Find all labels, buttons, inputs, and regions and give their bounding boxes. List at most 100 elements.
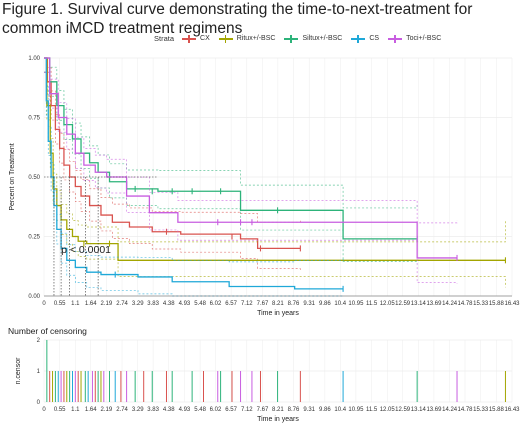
figure-title: Figure 1. Survival curve demonstrating t…: [2, 1, 473, 37]
censor-x-tick-label: 8.21: [272, 407, 284, 413]
censor-x-tick-label: 4.38: [163, 407, 175, 413]
km-x-tick-label: 15.33: [473, 301, 489, 307]
censor-x-tick-label: 15.88: [489, 407, 505, 413]
km-x-tick-label: 5.48: [194, 301, 206, 307]
legend-label-siltux: Siltux+/-BSC: [302, 35, 343, 42]
censor-x-axis-title: Time in years: [257, 416, 299, 423]
km-x-axis-title: Time in years: [257, 310, 299, 317]
km-x-tick-label: 12.05: [380, 301, 396, 307]
censor-x-tick-label: 0: [42, 407, 46, 413]
censor-y-tick-label: 1: [37, 369, 41, 375]
km-curve-toci-bsc: [44, 57, 458, 259]
km-x-tick-label: 8.21: [272, 301, 284, 307]
censor-x-tick-label: 15.33: [473, 407, 489, 413]
km-ci-upper-toci-bsc: [44, 57, 458, 224]
censor-y-tick-label: 2: [37, 338, 41, 344]
censor-x-tick-label: 4.93: [179, 407, 191, 413]
censor-x-tick-label: 9.86: [319, 407, 331, 413]
km-x-tick-label: 2.19: [101, 301, 113, 307]
legend-label-cs: CS: [369, 35, 380, 42]
censor-x-tick-label: 10.95: [348, 407, 364, 413]
km-panel: 0.00 0.25 0.50 0.75 1.00 0 0.55 1.1 1.64 2.19 2.74…: [9, 56, 520, 317]
censor-x-tick-label: 13.69: [426, 407, 442, 413]
legend: Strata CX Ritux+/-BSC Siltux+/-BSC CS To…: [154, 34, 450, 43]
km-x-tick-label: 14.24: [442, 301, 458, 307]
legend-item-siltux: Siltux+/-BSC: [284, 34, 343, 43]
legend-swatch-ritux: [218, 34, 233, 43]
censor-x-tick-label: 6.02: [210, 407, 222, 413]
km-curve-cs: [44, 57, 344, 290]
km-x-tick-label: 16.43: [504, 301, 520, 307]
km-y-tick-label: 0.50: [28, 175, 40, 181]
km-x-tick-label: 7.67: [257, 301, 269, 307]
km-x-tick-label: 6.02: [210, 301, 222, 307]
km-x-tick-label: 4.38: [163, 301, 175, 307]
legend-label-ritux: Ritux+/-BSC: [236, 35, 276, 42]
censor-x-tick-label: 3.29: [132, 407, 144, 413]
censor-x-tick-label: 7.12: [241, 407, 253, 413]
km-x-tick-label: 7.12: [241, 301, 253, 307]
km-y-tick-label: 0.00: [28, 294, 40, 300]
km-y-tick-label: 0.25: [28, 235, 40, 241]
km-x-tick-label: 0.55: [54, 301, 66, 307]
censor-x-tick-label: 10.4: [334, 407, 346, 413]
censor-x-tick-label: 12.05: [380, 407, 396, 413]
km-x-tick-label: 10.95: [348, 301, 364, 307]
legend-label-toci: Toci+/-BSC: [406, 35, 442, 42]
km-y-tick-label: 1.00: [28, 56, 40, 62]
censor-panel-title: Number of censoring: [8, 326, 87, 336]
km-x-tick-label: 9.31: [303, 301, 315, 307]
censor-x-tick-label: 14.78: [457, 407, 473, 413]
km-x-tick-label: 1.64: [85, 301, 97, 307]
km-x-tick-label: 15.88: [489, 301, 505, 307]
km-ci-lower-cx: [44, 71, 301, 270]
censor-x-tick-label: 2.19: [101, 407, 113, 413]
censor-panel: 0 1 2 0 0.55 1.1 1.64 2.19 2.74 3.29 3.83 4.38 4.93 5…: [15, 338, 520, 423]
km-x-tick-label: 0: [42, 301, 46, 307]
censor-x-tick-label: 11.5: [366, 407, 378, 413]
legend-swatch-toci: [388, 34, 403, 43]
censor-x-tick-label: 8.76: [288, 407, 300, 413]
km-x-tick-label: 14.78: [457, 301, 473, 307]
km-ci-lower-cs: [44, 71, 344, 297]
censor-x-tick-label: 1.1: [71, 407, 80, 413]
km-x-tick-label: 10.4: [334, 301, 346, 307]
legend-item-toci: Toci+/-BSC: [388, 34, 442, 43]
censor-x-tick-label: 3.83: [147, 407, 159, 413]
legend-item-cx: CX: [182, 34, 210, 43]
km-y-axis-title: Percent on Treatment: [9, 143, 16, 210]
km-x-tick-label: 9.86: [319, 301, 331, 307]
censor-x-tick-label: 9.31: [303, 407, 315, 413]
legend-item-ritux: Ritux+/-BSC: [218, 34, 276, 43]
km-x-tick-label: 4.93: [179, 301, 191, 307]
km-x-tick-label: 6.57: [225, 301, 237, 307]
censor-y-tick-label: 0: [37, 400, 41, 406]
legend-swatch-cs: [351, 34, 366, 43]
censor-x-tick-label: 16.43: [504, 407, 520, 413]
censor-x-tick-label: 6.57: [225, 407, 237, 413]
km-x-tick-label: 1.1: [71, 301, 80, 307]
km-y-tick-label: 0.75: [28, 116, 40, 122]
km-x-tick-label: 12.59: [395, 301, 411, 307]
km-p-value: p < 0.0001: [61, 244, 111, 256]
km-x-tick-label: 11.5: [366, 301, 378, 307]
km-x-tick-label: 13.69: [426, 301, 442, 307]
censor-x-tick-label: 13.14: [411, 407, 427, 413]
censor-x-tick-label: 1.64: [85, 407, 97, 413]
km-x-tick-label: 3.29: [132, 301, 144, 307]
legend-label-cx: CX: [200, 35, 210, 42]
km-ci-upper-ritux-bsc: [44, 57, 506, 243]
km-curve-ritux-bsc: [44, 57, 506, 261]
km-ci-lower-toci-bsc: [44, 71, 458, 284]
censor-x-tick-label: 7.67: [257, 407, 269, 413]
legend-item-cs: CS: [351, 34, 380, 43]
legend-swatch-cx: [182, 34, 197, 43]
km-x-tick-label: 3.83: [147, 301, 159, 307]
km-x-tick-label: 8.76: [288, 301, 300, 307]
censor-x-tick-label: 0.55: [54, 407, 66, 413]
km-x-tick-label: 13.14: [411, 301, 427, 307]
censor-x-tick-label: 14.24: [442, 407, 458, 413]
censor-x-tick-label: 2.74: [116, 407, 128, 413]
legend-swatch-siltux: [284, 34, 299, 43]
